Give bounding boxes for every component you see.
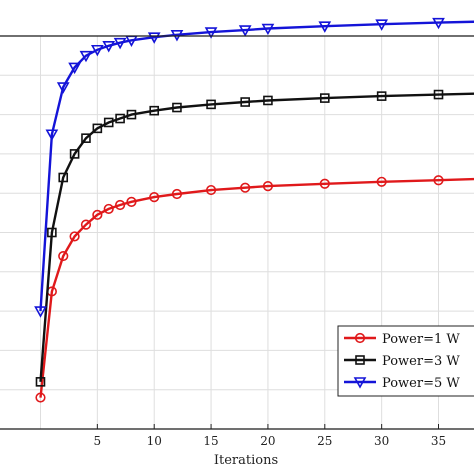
x-tick-label: 35 bbox=[431, 434, 446, 448]
data-point bbox=[240, 97, 250, 107]
data-point bbox=[432, 17, 445, 30]
x-tick-label: 25 bbox=[317, 434, 332, 448]
data-point bbox=[35, 392, 46, 403]
x-axis-label: Iterations bbox=[214, 453, 278, 468]
data-point bbox=[433, 89, 444, 100]
data-point bbox=[319, 93, 330, 103]
legend-entry: Power=1 W bbox=[344, 332, 460, 347]
data-point bbox=[205, 184, 217, 196]
data-point bbox=[69, 231, 80, 242]
data-point bbox=[204, 27, 218, 39]
series-group bbox=[34, 17, 474, 403]
legend-entry: Power=5 W bbox=[344, 376, 460, 391]
data-point bbox=[149, 105, 160, 116]
legend-marker bbox=[355, 355, 365, 365]
data-point bbox=[376, 176, 387, 187]
data-point bbox=[81, 133, 91, 143]
data-point bbox=[318, 21, 332, 33]
data-point bbox=[261, 23, 275, 36]
data-point bbox=[375, 19, 389, 31]
data-point bbox=[262, 181, 274, 192]
series-line bbox=[39, 20, 474, 312]
data-point bbox=[103, 203, 114, 215]
data-point bbox=[47, 227, 57, 238]
data-point bbox=[58, 250, 69, 262]
data-point bbox=[35, 377, 46, 387]
data-point bbox=[80, 219, 92, 230]
data-point bbox=[170, 30, 184, 42]
data-point bbox=[90, 44, 104, 57]
data-point bbox=[147, 32, 161, 44]
data-point bbox=[79, 50, 93, 63]
data-point bbox=[103, 117, 114, 128]
data-point bbox=[58, 172, 69, 183]
data-point bbox=[34, 306, 47, 318]
data-point bbox=[115, 113, 125, 124]
series-square bbox=[35, 89, 474, 387]
data-point bbox=[68, 62, 81, 75]
x-tick-label: 5 bbox=[94, 434, 102, 448]
legend-marker bbox=[353, 377, 367, 389]
data-point bbox=[433, 175, 444, 186]
legend-entries: Power=1 W Power=3 W Power=5 W bbox=[344, 332, 460, 391]
data-point bbox=[238, 25, 252, 37]
legend-entry: Power=3 W bbox=[344, 354, 460, 369]
data-point bbox=[206, 99, 216, 110]
data-point bbox=[92, 209, 103, 220]
data-point bbox=[126, 109, 137, 120]
data-point bbox=[114, 199, 126, 211]
legend-label: Power=5 W bbox=[382, 376, 460, 391]
x-tick-label: 10 bbox=[147, 434, 162, 448]
legend: Power=1 W Power=3 W Power=5 W bbox=[337, 325, 474, 397]
legend-label: Power=3 W bbox=[382, 354, 460, 369]
x-tick-label: 20 bbox=[260, 434, 275, 448]
data-point bbox=[319, 178, 330, 189]
data-point bbox=[126, 196, 137, 207]
data-point bbox=[263, 95, 273, 106]
x-tick-label: 15 bbox=[203, 434, 218, 448]
plot-frame bbox=[0, 35, 474, 430]
data-point bbox=[113, 37, 127, 50]
data-point bbox=[102, 41, 116, 53]
x-ticks: 5 10 15 20 25 30 35 bbox=[94, 424, 446, 448]
data-point bbox=[92, 123, 103, 134]
data-point bbox=[45, 129, 59, 141]
data-point bbox=[69, 149, 80, 159]
data-point bbox=[171, 188, 183, 200]
legend-marker bbox=[354, 332, 366, 344]
x-tick-label: 30 bbox=[374, 434, 389, 448]
data-point bbox=[172, 102, 182, 113]
legend-label: Power=1 W bbox=[382, 332, 460, 347]
data-point bbox=[149, 192, 160, 203]
data-point bbox=[376, 91, 387, 101]
series-circle bbox=[35, 175, 474, 403]
data-point bbox=[56, 82, 70, 94]
data-point bbox=[240, 182, 251, 193]
series-triangle-down bbox=[34, 17, 474, 318]
